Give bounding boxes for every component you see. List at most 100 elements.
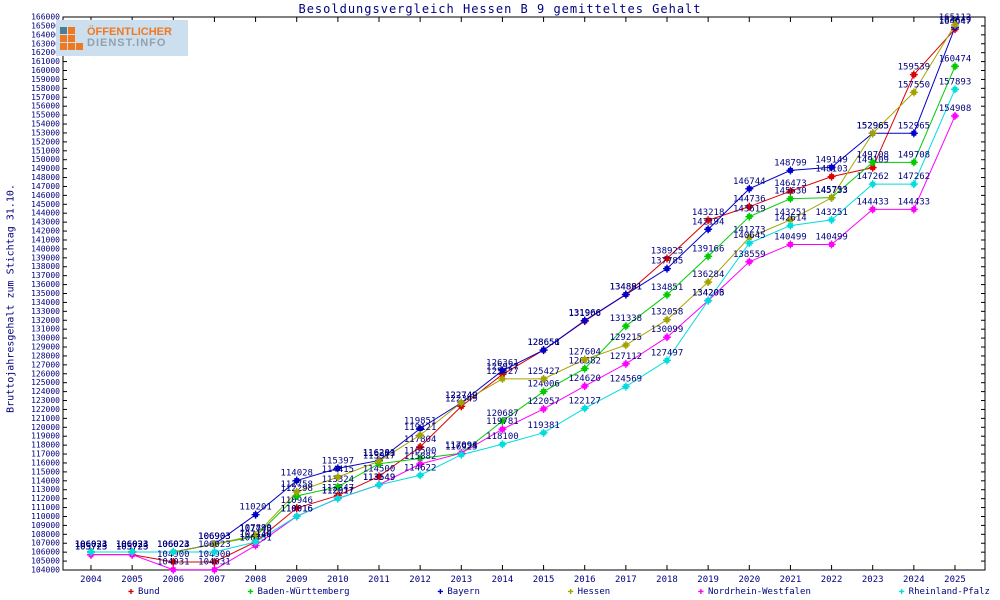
tick-or-value-label: 110201: [239, 503, 272, 513]
point-marker: [253, 512, 259, 518]
tick-or-value-label: 2023: [862, 575, 884, 585]
point-marker: [170, 559, 176, 565]
tick-or-value-label: 166000: [31, 13, 60, 22]
tick-or-value-label: 154000: [31, 120, 60, 129]
tick-or-value-label: 145630: [774, 187, 807, 197]
tick-or-value-label: 106023: [75, 540, 108, 550]
tick-or-value-label: 116500: [404, 447, 437, 457]
tick-or-value-label: 141000: [31, 235, 60, 244]
point-marker: [129, 549, 135, 555]
tick-or-value-label: 162000: [31, 48, 60, 57]
tick-or-value-label: 106023: [198, 540, 231, 550]
point-marker: [829, 241, 835, 247]
legend-item-baden-württemberg: ✚ Baden-Württemberg: [247, 586, 349, 598]
tick-or-value-label: 117094: [445, 441, 478, 451]
series-line-baden-württemberg: [91, 66, 956, 553]
tick-or-value-label: 157893: [939, 77, 972, 87]
legend-label: Bund: [138, 587, 160, 597]
tick-or-value-label: 165000: [31, 21, 60, 30]
tick-or-value-label: 140499: [774, 232, 807, 242]
tick-or-value-label: 134000: [31, 298, 60, 307]
tick-or-value-label: 2010: [327, 575, 349, 585]
point-marker: [787, 167, 793, 173]
tick-or-value-label: 106024: [157, 540, 190, 550]
tick-or-value-label: 114028: [280, 469, 313, 479]
tick-or-value-label: 118100: [486, 432, 519, 442]
tick-or-value-label: 106023: [116, 540, 149, 550]
tick-or-value-label: 159539: [898, 63, 931, 73]
point-marker: [952, 63, 958, 69]
point-marker: [952, 113, 958, 119]
point-marker: [294, 513, 300, 519]
point-marker: [211, 567, 217, 573]
tick-or-value-label: 147262: [856, 172, 889, 182]
tick-or-value-label: 104000: [31, 566, 60, 575]
tick-or-value-label: 125427: [486, 367, 519, 377]
tick-or-value-label: 143619: [733, 205, 766, 215]
tick-or-value-label: 116000: [31, 458, 60, 467]
tick-or-value-label: 107000: [31, 539, 60, 548]
tick-or-value-label: 135000: [31, 289, 60, 298]
tick-or-value-label: 106023: [116, 540, 149, 550]
tick-or-value-label: 152000: [31, 137, 60, 146]
tick-or-value-label: 157550: [898, 80, 931, 90]
tick-or-value-label: 119851: [404, 417, 437, 427]
point-marker: [417, 432, 423, 438]
legend-label: Nordrhein-Westfalen: [707, 587, 811, 597]
tick-or-value-label: 137000: [31, 271, 60, 280]
point-marker: [88, 549, 94, 555]
legend-item-hessen: ✚ Hessen: [568, 587, 611, 598]
point-marker: [787, 241, 793, 247]
tick-or-value-label: 149000: [31, 164, 60, 173]
tick-or-value-label: 111000: [31, 503, 60, 512]
tick-or-value-label: 116203: [363, 449, 396, 459]
tick-or-value-label: 110946: [280, 496, 313, 506]
tick-or-value-label: 2018: [656, 575, 678, 585]
point-marker: [623, 291, 629, 297]
tick-or-value-label: 141273: [733, 226, 766, 236]
tick-or-value-label: 106023: [157, 540, 190, 550]
tick-or-value-label: 127497: [651, 348, 684, 358]
tick-or-value-label: 119121: [404, 423, 437, 433]
tick-or-value-label: 110016: [280, 504, 313, 514]
tick-or-value-label: 152965: [856, 121, 889, 131]
tick-or-value-label: 122749: [445, 391, 478, 401]
logo-text-line2: DIENST.INFO: [87, 37, 167, 49]
legend-label: Bayern: [447, 587, 480, 597]
tick-or-value-label: 114500: [363, 464, 396, 474]
point-marker: [829, 195, 835, 201]
tick-or-value-label: 122127: [568, 396, 601, 406]
point-marker: [253, 532, 259, 538]
point-marker: [870, 181, 876, 187]
point-marker: [664, 357, 670, 363]
oeffentlicher-dienst-logo: ÖFFENTLICHER DIENST.INFO: [56, 20, 188, 56]
point-marker: [170, 549, 176, 555]
tick-or-value-label: 151000: [31, 146, 60, 155]
point-marker: [911, 89, 917, 95]
tick-or-value-label: 2017: [615, 575, 637, 585]
point-marker: [376, 482, 382, 488]
tick-or-value-label: 128658: [527, 338, 560, 348]
legend-marker-icon: ✚: [247, 586, 254, 597]
tick-or-value-label: 109000: [31, 521, 60, 530]
point-marker: [911, 72, 917, 78]
tick-or-value-label: 132000: [31, 316, 60, 325]
tick-or-value-label: 2019: [697, 575, 719, 585]
point-marker: [335, 495, 341, 501]
tick-or-value-label: 106023: [157, 540, 190, 550]
tick-or-value-label: 140000: [31, 244, 60, 253]
logo-text-line1: ÖFFENTLICHER: [87, 26, 172, 38]
legend-item-bayern: ✚ Bayern: [437, 587, 480, 598]
tick-or-value-label: 112758: [280, 480, 313, 490]
tick-or-value-label: 113549: [363, 473, 396, 483]
legend: ✚ Bund ✚ Baden-Württemberg ✚ Bayern ✚ Hessen ✚ No…: [128, 585, 990, 599]
tick-or-value-label: 133000: [31, 307, 60, 316]
tick-or-value-label: 107890: [239, 523, 272, 533]
tick-or-value-label: 148799: [774, 158, 807, 168]
point-marker: [870, 130, 876, 136]
tick-or-value-label: 149708: [856, 150, 889, 160]
point-marker: [499, 418, 505, 424]
tick-or-value-label: 106023: [75, 540, 108, 550]
tick-or-value-label: 143251: [815, 208, 848, 218]
point-marker: [911, 159, 917, 165]
